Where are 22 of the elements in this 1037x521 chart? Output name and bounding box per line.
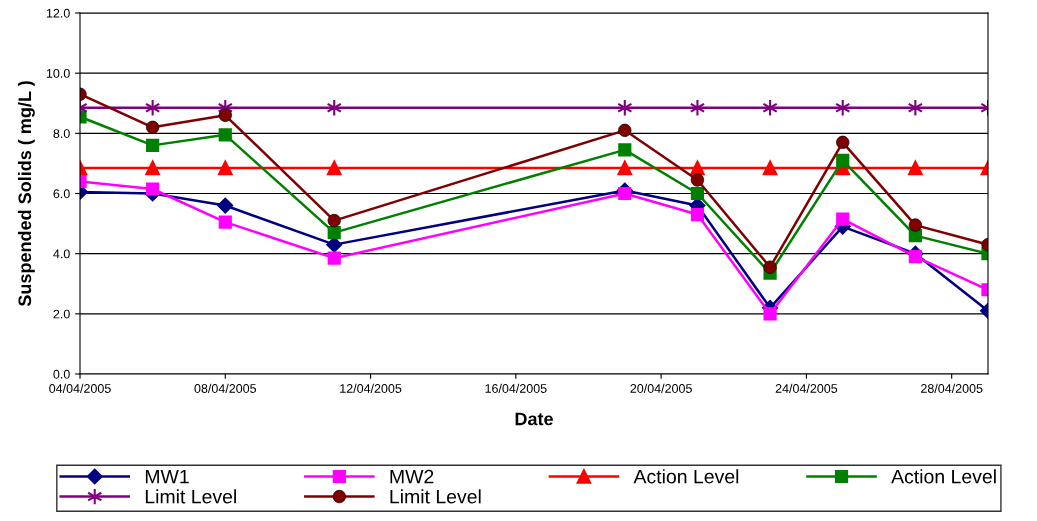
x-axis-title: Date <box>515 412 553 426</box>
x-tick-label: 28/04/2005 <box>921 383 983 393</box>
legend-label: Action Level <box>891 469 996 484</box>
x-tick-label: 16/04/2005 <box>485 383 547 393</box>
x-tick-label: 04/04/2005 <box>49 383 111 393</box>
legend-label: Limit Level <box>145 489 236 504</box>
y-axis-title: Suspended Solids ( mg/L ) <box>17 81 35 307</box>
y-tick-label: 6.0 <box>53 189 70 199</box>
y-tick-label: 0.0 <box>53 369 70 379</box>
y-tick-label: 2.0 <box>53 309 70 319</box>
x-tick-label: 12/04/2005 <box>340 383 402 393</box>
legend-label: MW1 <box>145 469 189 484</box>
y-tick-label: 12.0 <box>46 8 70 18</box>
y-tick-label: 4.0 <box>53 249 70 259</box>
legend-label: Limit Level <box>390 489 481 504</box>
y-tick-label: 10.0 <box>46 68 70 78</box>
legend-label: Action Level <box>633 469 739 484</box>
x-tick-label: 20/04/2005 <box>630 383 692 393</box>
x-tick-label: 08/04/2005 <box>194 383 257 393</box>
legend-label: MW2 <box>390 469 434 484</box>
x-tick-label: 24/04/2005 <box>775 383 838 393</box>
y-tick-label: 8.0 <box>53 129 70 138</box>
